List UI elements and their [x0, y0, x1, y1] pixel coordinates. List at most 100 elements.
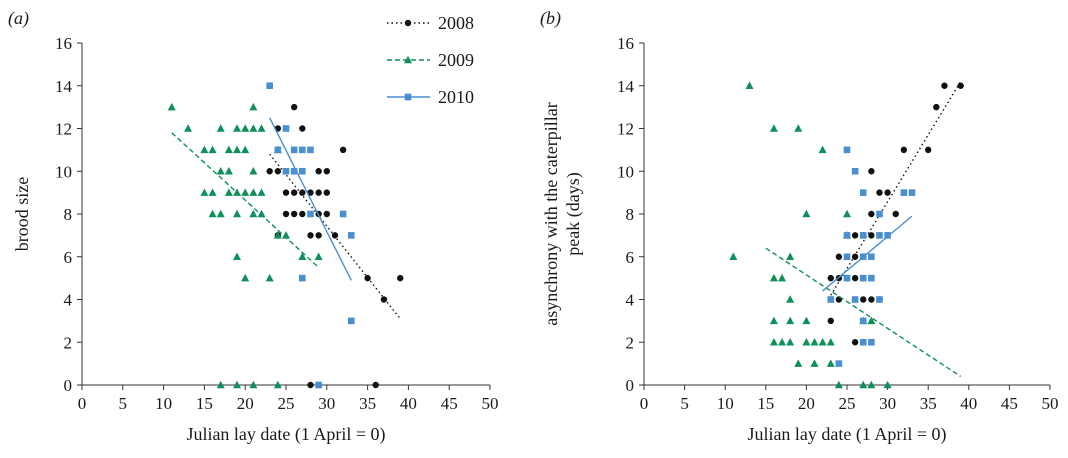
- panel-label: (b): [540, 8, 561, 29]
- data-point: [298, 252, 307, 260]
- data-point: [282, 167, 290, 175]
- x-tick-label: 0: [640, 394, 649, 413]
- y-tick-label: 8: [64, 205, 73, 224]
- series-2009: [729, 81, 962, 389]
- data-point: [786, 252, 795, 260]
- data-point: [273, 231, 282, 239]
- x-tick-label: 5: [680, 394, 689, 413]
- trend-line: [765, 247, 962, 378]
- data-point: [860, 296, 867, 303]
- data-point: [827, 317, 834, 325]
- x-axis-title: Julian lay date (1 April = 0): [186, 424, 385, 445]
- data-point: [323, 168, 330, 175]
- y-tick-label: 16: [55, 34, 72, 53]
- data-point: [843, 209, 851, 218]
- data-point: [818, 145, 827, 154]
- data-point: [249, 380, 258, 389]
- data-point: [257, 124, 266, 132]
- data-point: [216, 167, 225, 175]
- x-tick-label: 30: [879, 394, 896, 413]
- data-point: [835, 360, 843, 367]
- data-point: [299, 274, 306, 282]
- data-point: [273, 380, 282, 389]
- data-point: [826, 338, 835, 346]
- x-tick-label: 35: [359, 394, 376, 413]
- data-point: [216, 124, 225, 132]
- data-point: [802, 338, 811, 346]
- y-tick-label: 10: [55, 162, 72, 181]
- data-point: [868, 338, 875, 346]
- y-tick-label: 2: [626, 333, 635, 352]
- legend-item-2009: 2009: [387, 50, 474, 70]
- data-point: [282, 125, 290, 132]
- data-point: [859, 274, 867, 282]
- x-tick-label: 0: [78, 394, 87, 413]
- y-axis-title: brood size: [12, 177, 32, 251]
- data-point: [908, 189, 916, 196]
- data-point: [208, 145, 217, 154]
- x-tick-label: 50: [482, 394, 499, 413]
- chart-legend: 2008 2009 2010: [387, 13, 474, 107]
- data-point: [876, 296, 883, 303]
- data-point: [274, 146, 282, 154]
- data-point: [826, 359, 835, 367]
- data-point: [216, 209, 225, 218]
- y-tick-label: 14: [617, 77, 635, 96]
- data-point: [208, 209, 217, 218]
- x-tick-label: 10: [717, 394, 734, 413]
- data-point: [241, 145, 250, 154]
- data-point: [290, 146, 298, 154]
- data-point: [884, 189, 891, 196]
- trend-line: [822, 215, 913, 292]
- data-point: [867, 380, 876, 389]
- data-point: [769, 316, 778, 325]
- x-tick-label: 25: [839, 394, 856, 413]
- data-point: [200, 188, 209, 196]
- data-point: [900, 189, 908, 196]
- data-point: [868, 274, 875, 282]
- data-point: [769, 273, 778, 282]
- data-point: [307, 232, 314, 239]
- y-tick-label: 10: [617, 162, 634, 181]
- data-point: [282, 189, 290, 196]
- data-point: [778, 273, 787, 282]
- data-point: [167, 102, 176, 111]
- y-tick-label: 8: [626, 205, 635, 224]
- data-point: [200, 145, 209, 154]
- data-point: [868, 232, 875, 239]
- data-point: [249, 188, 258, 196]
- data-point: [851, 339, 859, 346]
- y-tick-label: 14: [55, 77, 73, 96]
- data-point: [868, 210, 875, 218]
- data-point: [818, 338, 827, 346]
- data-point: [769, 338, 778, 346]
- legend-marker: [404, 93, 412, 101]
- x-tick-label: 15: [757, 394, 774, 413]
- data-point: [224, 188, 233, 196]
- y-axis-title: asynchrony with the caterpillar peak (day…: [541, 102, 584, 325]
- series-2010: [822, 146, 916, 367]
- data-point: [257, 188, 266, 196]
- x-tick-label: 45: [441, 394, 458, 413]
- y-tick-label: 6: [64, 248, 73, 267]
- data-point: [729, 252, 738, 260]
- data-point: [299, 189, 306, 196]
- data-point: [290, 210, 298, 218]
- y-tick-label: 4: [626, 291, 635, 310]
- data-point: [778, 338, 787, 346]
- data-point: [290, 189, 298, 196]
- trend-line: [269, 117, 352, 281]
- data-point: [859, 317, 867, 325]
- y-tick-label: 16: [617, 34, 634, 53]
- y-tick-label: 12: [55, 120, 72, 139]
- data-point: [347, 232, 355, 239]
- data-point: [876, 189, 883, 196]
- data-point: [876, 232, 883, 239]
- data-point: [249, 209, 258, 218]
- panel-label: (a): [8, 8, 29, 29]
- data-point: [315, 189, 322, 196]
- data-point: [843, 253, 851, 261]
- series-2008: [266, 103, 404, 389]
- data-point: [941, 82, 948, 89]
